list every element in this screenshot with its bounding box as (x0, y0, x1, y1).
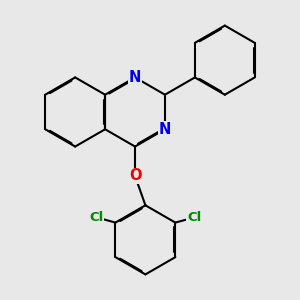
Text: Cl: Cl (187, 211, 202, 224)
Text: O: O (129, 168, 141, 183)
Text: N: N (159, 122, 171, 137)
Text: N: N (129, 70, 141, 85)
Text: Cl: Cl (89, 211, 103, 224)
